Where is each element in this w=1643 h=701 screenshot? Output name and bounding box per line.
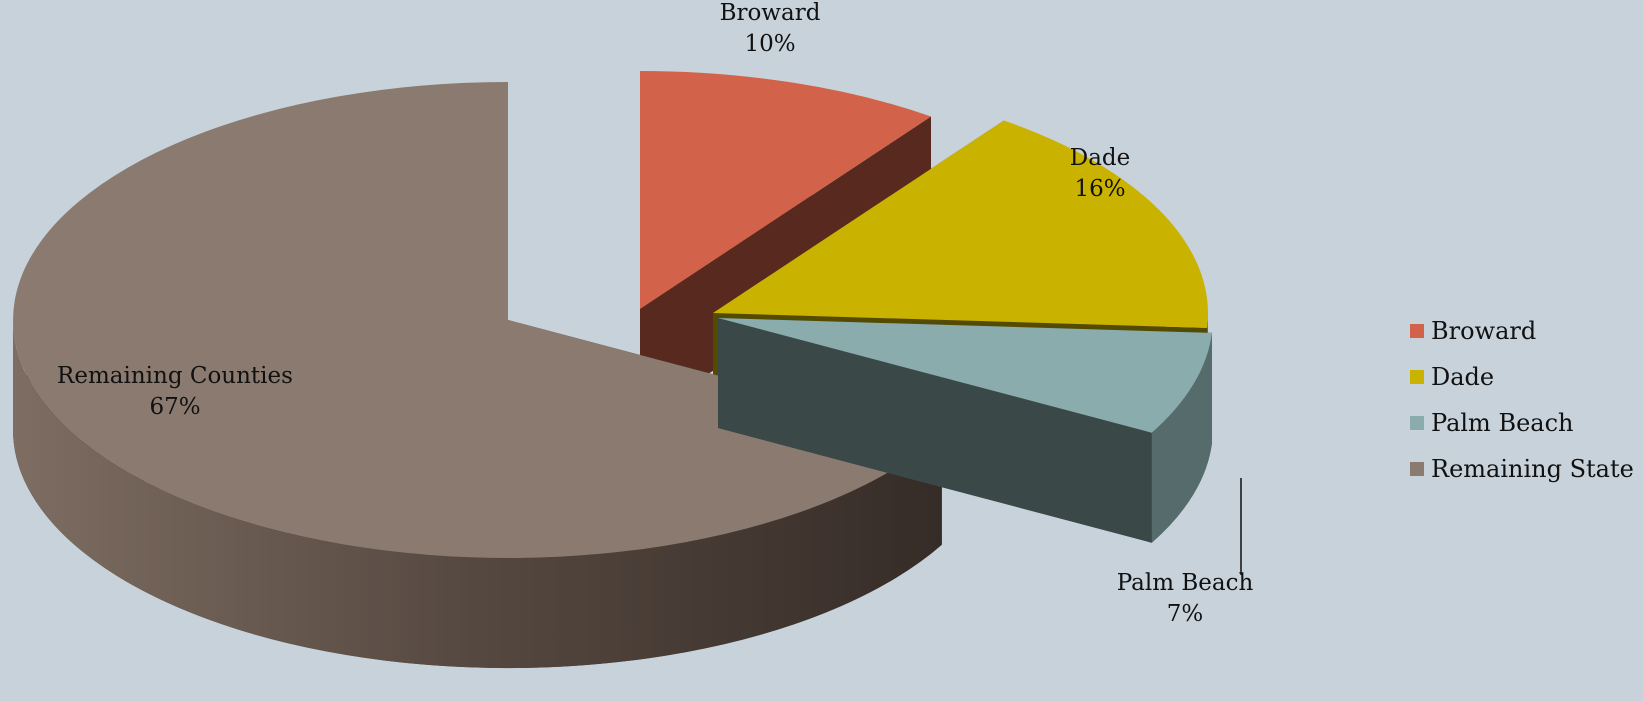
data-label-broward: Broward 10% <box>720 0 821 57</box>
data-label-dade-name: Dade <box>1070 145 1131 171</box>
slice-remaining-state <box>12 82 942 669</box>
legend-swatch-broward <box>1410 324 1424 338</box>
slice-palm-beach-rim-0 <box>1151 332 1212 543</box>
data-label-remaining-state-name: Remaining Counties <box>57 363 293 389</box>
legend-swatch-remaining-state <box>1410 462 1424 476</box>
data-label-remaining-state: Remaining Counties 67% <box>57 363 293 420</box>
data-label-dade: Dade 16% <box>1070 145 1131 202</box>
data-label-remaining-state-value: 67% <box>149 394 200 420</box>
slice-palm-beach <box>718 318 1212 543</box>
slice-dade-top <box>713 120 1208 328</box>
legend-item-broward: Broward <box>1410 308 1635 354</box>
data-label-broward-name: Broward <box>720 0 821 26</box>
legend-item-palm-beach: Palm Beach <box>1410 400 1635 446</box>
legend-item-dade: Dade <box>1410 354 1635 400</box>
legend-label-remaining-state: Remaining State <box>1431 455 1634 483</box>
legend-swatch-palm-beach <box>1410 416 1424 430</box>
legend: Broward Dade Palm Beach Remaining State <box>1410 308 1635 492</box>
slice-remaining-state-rim-0 <box>12 320 942 669</box>
slice-palm-beach-top <box>718 318 1212 433</box>
slices-layer <box>12 71 1212 669</box>
labels-layer: Broward 10% Dade 16% Palm Beach 7% Remaining C… <box>57 0 1253 627</box>
legend-label-palm-beach: Palm Beach <box>1431 409 1574 437</box>
slice-remaining-state-top <box>13 82 942 558</box>
data-label-palm-beach-name: Palm Beach <box>1117 570 1254 596</box>
legend-swatch-dade <box>1410 370 1424 384</box>
data-label-palm-beach-value: 7% <box>1167 601 1204 627</box>
data-label-palm-beach: Palm Beach 7% <box>1117 570 1254 627</box>
legend-item-remaining-state: Remaining State <box>1410 446 1635 492</box>
data-label-broward-value: 10% <box>744 31 795 57</box>
legend-label-dade: Dade <box>1431 363 1495 391</box>
legend-label-broward: Broward <box>1431 317 1537 345</box>
slice-broward-top <box>640 71 931 309</box>
data-label-dade-value: 16% <box>1074 176 1125 202</box>
slice-palm-beach-wall-end <box>718 318 1152 543</box>
